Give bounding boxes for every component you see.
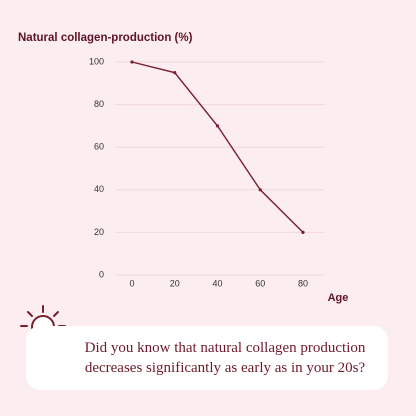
y-tick-label: 40 <box>94 184 104 194</box>
chart: Natural collagen-production (%) Age 0 20 4… <box>18 32 349 304</box>
x-axis-label: Age <box>328 292 349 304</box>
data-point <box>130 60 134 64</box>
x-tick-label: 20 <box>170 278 180 288</box>
y-tick-label: 20 <box>94 227 104 237</box>
data-point <box>215 124 220 128</box>
x-tick-label: 0 <box>129 278 134 288</box>
x-tick-label: 60 <box>255 278 265 288</box>
y-tick-label: 80 <box>94 99 104 109</box>
x-tick-label: 40 <box>212 278 222 288</box>
x-tick-label: 80 <box>298 278 308 288</box>
y-tick-label: 0 <box>99 269 104 279</box>
y-tick-label: 100 <box>89 56 104 66</box>
data-point <box>301 230 305 234</box>
callout-box: Did you know that natural collagen produ… <box>26 326 388 390</box>
callout-text: Did you know that natural collagen produ… <box>84 340 366 376</box>
chart-title: Natural collagen-production (%) <box>18 32 193 44</box>
data-point <box>173 71 177 75</box>
y-tick-label: 60 <box>94 142 104 152</box>
data-point <box>258 188 262 192</box>
